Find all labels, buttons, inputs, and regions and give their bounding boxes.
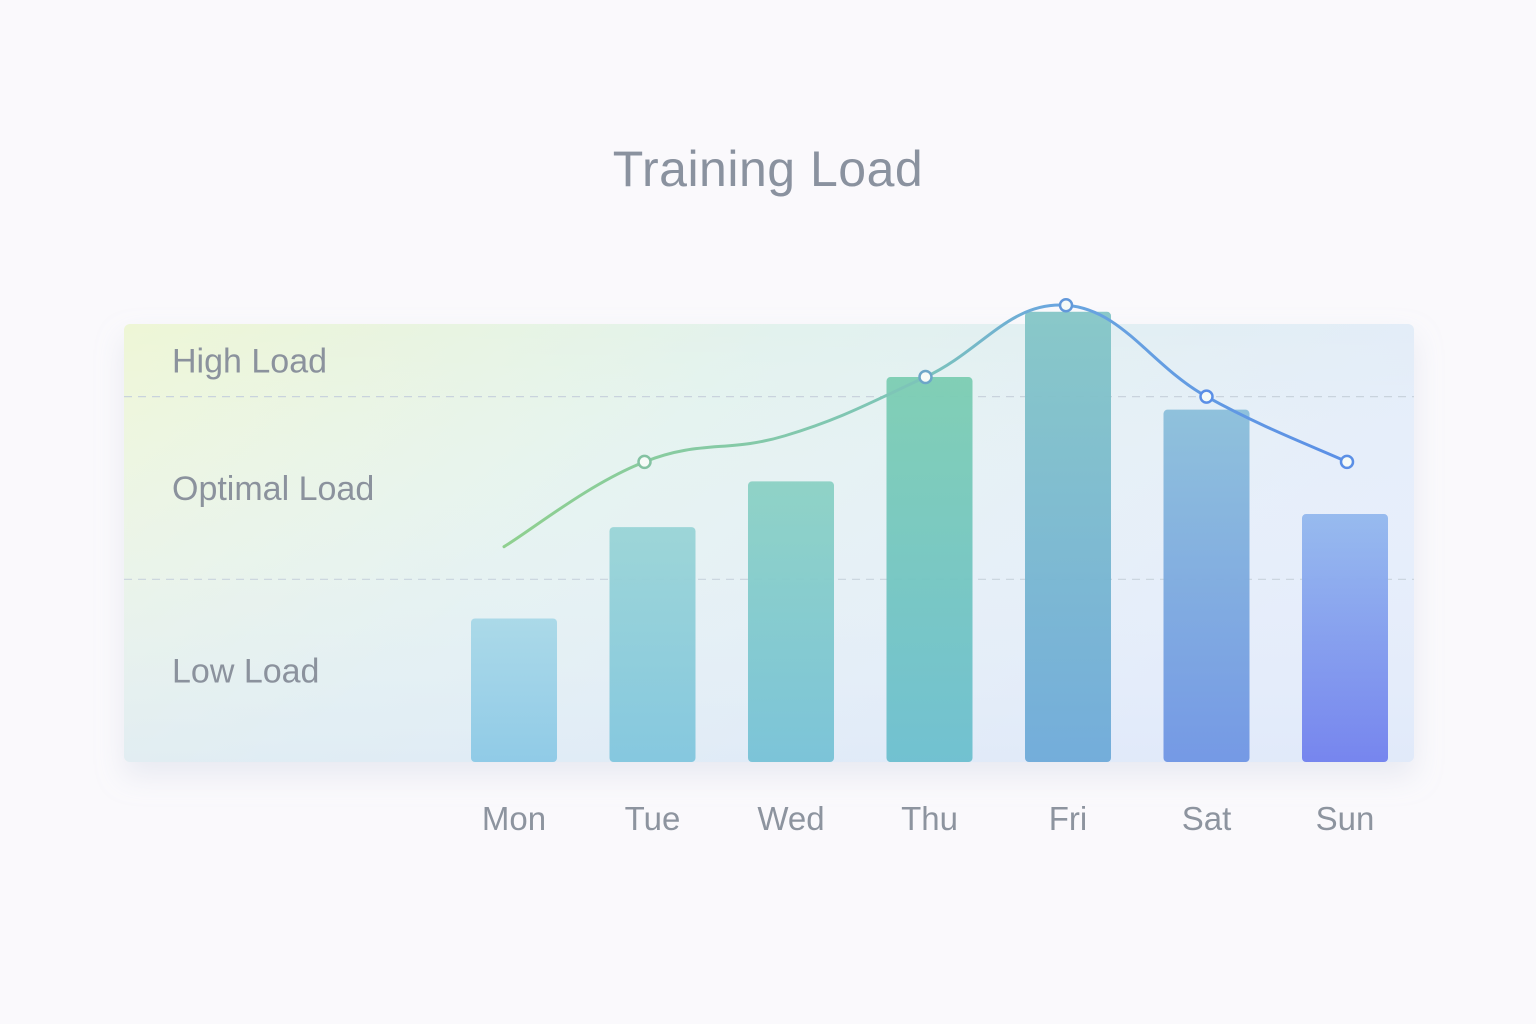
bar-wed [748, 481, 834, 762]
x-tick-label: Wed [757, 800, 824, 837]
trend-point-tue [637, 454, 652, 470]
zone-label: High Load [172, 342, 327, 380]
zone-labels: High Load Optimal Load Low Load [172, 342, 374, 690]
x-axis-ticks: Mon Tue Wed Thu Fri Sat Sun [482, 800, 1374, 837]
bar-sat [1163, 409, 1250, 762]
trend-point-sun [1339, 454, 1355, 470]
x-tick-label: Thu [901, 800, 958, 837]
x-tick-label: Mon [482, 800, 546, 837]
trend-series [502, 298, 1355, 549]
chart-title: Training Load [612, 141, 924, 197]
zone-label: Low Load [172, 653, 319, 691]
bar-sun [1302, 514, 1388, 762]
x-tick-label: Sun [1316, 800, 1375, 837]
x-tick-label: Tue [625, 800, 681, 837]
trend-point-sat [1199, 389, 1214, 404]
trend-point-fri [1058, 298, 1074, 313]
bar-series [471, 311, 1388, 762]
bar-tue [609, 527, 696, 762]
x-tick-label: Fri [1049, 800, 1087, 837]
bar-mon [471, 618, 557, 762]
zone-label: Optimal Load [172, 470, 374, 508]
x-tick-label: Sat [1182, 800, 1232, 837]
trend-point-thu [918, 369, 933, 385]
bar-thu [886, 377, 973, 762]
bar-fri [1025, 311, 1111, 762]
